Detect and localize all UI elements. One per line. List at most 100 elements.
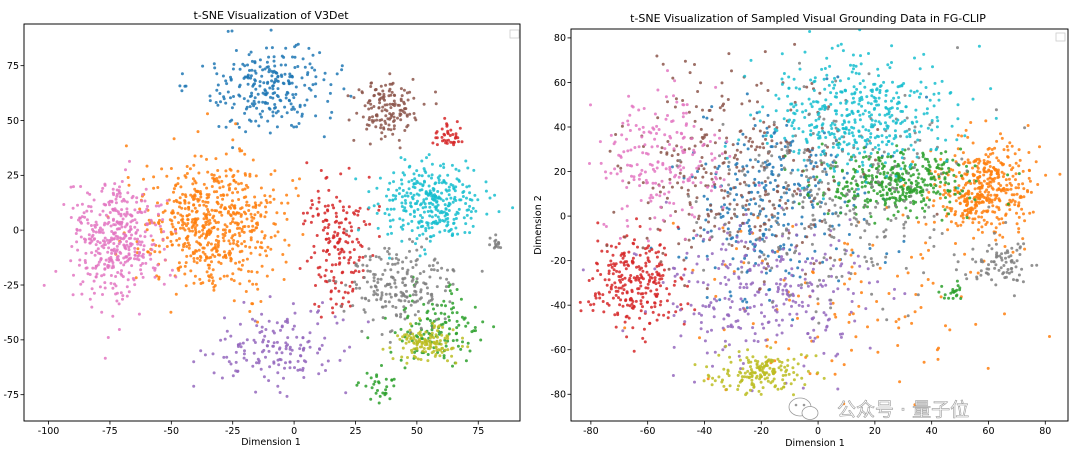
scatter-point bbox=[119, 261, 123, 265]
scatter-point bbox=[211, 247, 215, 251]
scatter-point bbox=[217, 239, 221, 243]
scatter-point bbox=[867, 190, 871, 194]
scatter-point bbox=[216, 243, 220, 247]
scatter-point bbox=[638, 316, 642, 320]
scatter-point bbox=[762, 234, 765, 238]
scatter-point bbox=[460, 344, 464, 348]
scatter-point bbox=[604, 170, 607, 174]
scatter-point bbox=[766, 89, 770, 92]
scatter-point bbox=[719, 281, 723, 285]
scatter-point bbox=[639, 292, 643, 296]
scatter-point bbox=[183, 264, 187, 268]
scatter-point bbox=[207, 279, 211, 283]
scatter-point bbox=[457, 207, 461, 211]
scatter-point bbox=[655, 318, 659, 322]
scatter-point bbox=[683, 320, 687, 324]
scatter-point bbox=[790, 324, 794, 328]
scatter-point bbox=[170, 211, 174, 215]
scatter-point bbox=[753, 225, 757, 229]
scatter-point bbox=[215, 88, 219, 92]
scatter-point bbox=[881, 167, 884, 170]
scatter-point bbox=[185, 224, 188, 228]
scatter-point bbox=[401, 171, 405, 175]
scatter-point bbox=[758, 228, 762, 232]
scatter-point bbox=[340, 281, 343, 285]
scatter-point bbox=[152, 242, 156, 246]
scatter-point bbox=[956, 147, 960, 151]
scatter-point bbox=[411, 77, 415, 81]
scatter-point bbox=[655, 270, 659, 274]
scatter-point bbox=[778, 198, 782, 202]
scatter-point bbox=[282, 55, 286, 59]
scatter-point bbox=[178, 205, 181, 209]
scatter-point bbox=[189, 254, 193, 258]
scatter-point bbox=[682, 258, 686, 262]
scatter-point bbox=[374, 125, 378, 129]
scatter-point bbox=[109, 281, 113, 285]
scatter-point bbox=[180, 206, 184, 210]
scatter-point bbox=[133, 250, 137, 254]
scatter-point bbox=[755, 145, 759, 149]
scatter-point bbox=[238, 147, 241, 151]
scatter-point bbox=[605, 302, 609, 305]
scatter-point bbox=[596, 269, 600, 273]
scatter-point bbox=[121, 237, 125, 241]
scatter-point bbox=[986, 160, 990, 164]
scatter-point bbox=[812, 328, 816, 332]
scatter-point bbox=[212, 285, 216, 289]
scatter-point bbox=[285, 319, 289, 323]
scatter-point bbox=[968, 179, 972, 183]
scatter-point bbox=[275, 340, 279, 344]
scatter-point bbox=[847, 233, 851, 236]
scatter-point bbox=[492, 246, 496, 250]
scatter-point bbox=[115, 248, 119, 252]
scatter-point bbox=[428, 214, 432, 218]
scatter-point bbox=[751, 165, 755, 169]
scatter-point bbox=[328, 91, 332, 95]
scatter-point bbox=[656, 227, 660, 231]
scatter-point bbox=[871, 243, 875, 247]
scatter-point bbox=[938, 185, 942, 189]
scatter-point bbox=[693, 184, 697, 188]
scatter-point bbox=[811, 205, 815, 209]
scatter-point bbox=[690, 271, 694, 275]
scatter-point bbox=[655, 54, 659, 58]
scatter-point bbox=[808, 295, 812, 299]
scatter-point bbox=[297, 122, 301, 125]
scatter-point bbox=[266, 101, 269, 105]
scatter-point bbox=[645, 236, 649, 240]
scatter-point bbox=[418, 254, 422, 258]
scatter-point bbox=[744, 213, 748, 216]
scatter-point bbox=[771, 165, 775, 169]
scatter-point bbox=[341, 205, 345, 209]
scatter-point bbox=[829, 166, 833, 170]
scatter-point bbox=[430, 268, 433, 272]
scatter-point bbox=[380, 109, 384, 113]
scatter-point bbox=[630, 290, 634, 294]
scatter-point bbox=[251, 158, 255, 162]
scatter-point bbox=[754, 148, 757, 152]
scatter-point bbox=[127, 290, 131, 294]
scatter-point bbox=[197, 248, 201, 252]
scatter-point bbox=[403, 199, 407, 202]
scatter-point bbox=[96, 240, 100, 243]
scatter-point bbox=[286, 336, 290, 340]
scatter-point bbox=[375, 118, 379, 122]
scatter-point bbox=[621, 121, 625, 125]
scatter-point bbox=[994, 226, 998, 230]
scatter-point bbox=[985, 198, 989, 202]
scatter-point bbox=[355, 283, 358, 287]
scatter-point bbox=[134, 231, 138, 234]
scatter-point bbox=[679, 276, 683, 280]
scatter-point bbox=[637, 177, 641, 181]
scatter-point bbox=[169, 167, 173, 170]
scatter-point bbox=[737, 275, 741, 279]
scatter-point bbox=[232, 173, 236, 177]
scatter-point bbox=[412, 182, 416, 186]
scatter-point bbox=[457, 169, 461, 173]
scatter-point bbox=[224, 79, 228, 83]
scatter-point bbox=[837, 239, 841, 243]
scatter-point bbox=[722, 196, 726, 200]
scatter-point bbox=[125, 200, 129, 204]
scatter-point bbox=[342, 250, 346, 254]
